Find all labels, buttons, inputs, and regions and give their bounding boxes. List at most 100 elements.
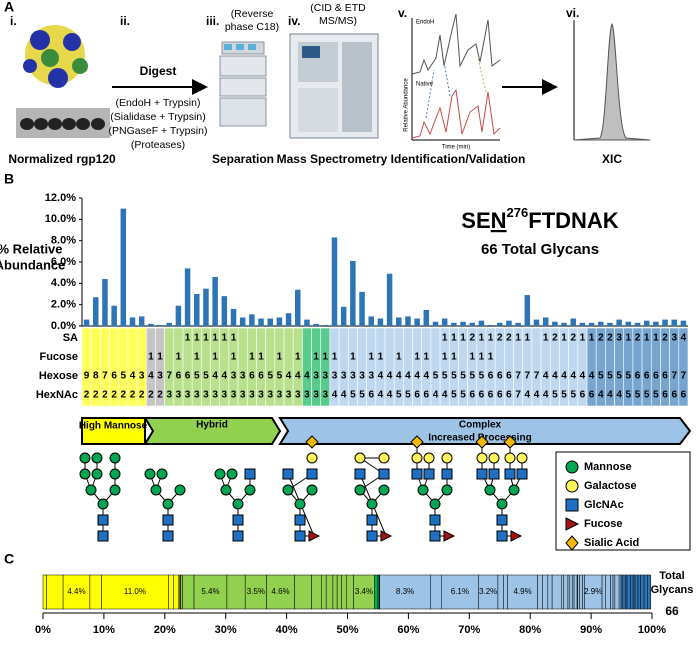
composition-value: 1: [157, 352, 163, 363]
legend-icon: [565, 460, 579, 474]
bar: [478, 320, 485, 326]
composition-value: 6: [580, 390, 586, 401]
segment: [547, 574, 553, 610]
bar: [267, 318, 273, 326]
composition-value: 6: [662, 371, 668, 382]
panel-label: A: [4, 0, 14, 15]
composition-value: 3: [249, 390, 255, 401]
class-label: Complex: [459, 420, 502, 431]
segment: [168, 574, 174, 610]
bar: [405, 316, 411, 326]
composition-value: 7: [671, 371, 677, 382]
xic-image: [573, 20, 651, 141]
bar: [653, 321, 659, 326]
composition-value: 4: [570, 371, 576, 382]
chromatogram-label: EndoH: [416, 20, 434, 26]
mannose-icon: [162, 498, 174, 510]
composition-value: 6: [653, 371, 659, 382]
composition-value: 4: [607, 390, 613, 401]
bar: [340, 306, 347, 326]
step-caption: Mass Spectrometry: [277, 152, 388, 166]
composition-value: 5: [469, 371, 475, 382]
bar: [598, 321, 604, 326]
panel-label: C: [4, 551, 14, 567]
composition-value: 3: [185, 390, 191, 401]
y-tick-label: 4.0%: [51, 277, 76, 289]
composition-value: 5: [626, 371, 632, 382]
glcnac-icon: [354, 468, 366, 480]
composition-value: 4: [616, 390, 622, 401]
class-label: High Mannose: [79, 421, 148, 432]
segment-label: 3.5%: [247, 587, 265, 596]
composition-value: 1: [442, 333, 448, 344]
composition-value: 6: [497, 390, 503, 401]
composition-value: 1: [323, 352, 329, 363]
class-arrow: [278, 417, 692, 445]
composition-value: 6: [258, 371, 264, 382]
composition-value: 6: [185, 371, 191, 382]
segment: [634, 574, 639, 610]
composition-value: 3: [166, 390, 172, 401]
composition-value: 1: [479, 333, 485, 344]
composition-value: 2: [469, 333, 475, 344]
composition-value: 4: [332, 390, 338, 401]
bar: [515, 322, 521, 326]
glcnac-icon: [488, 468, 500, 480]
composition-value: 2: [84, 390, 90, 401]
composition-value: 4: [387, 371, 393, 382]
mannose-icon: [109, 484, 121, 496]
composition-value: 5: [121, 371, 127, 382]
galactose-icon: [354, 452, 366, 464]
step-note: (Reverse: [231, 8, 274, 20]
composition-value: 2: [662, 333, 668, 344]
segment: [563, 574, 569, 610]
composition-value: 1: [580, 333, 586, 344]
row-label: Hexose: [39, 370, 78, 382]
glcnac-icon: [366, 530, 378, 542]
step-note: phase C18): [225, 21, 279, 33]
segment: [571, 574, 575, 610]
step-caption: Separation: [212, 152, 274, 166]
segment: [626, 574, 631, 610]
segment: [542, 574, 549, 610]
composition-value: 4: [387, 390, 393, 401]
composition-value: 4: [378, 390, 384, 401]
bar: [588, 322, 595, 326]
x-tick-label: 20%: [154, 624, 176, 636]
sialic-icon: [475, 435, 489, 449]
galactose-icon: [411, 452, 423, 464]
composition-value: 7: [534, 371, 540, 382]
bar: [221, 296, 228, 326]
segment: [62, 574, 91, 610]
composition-value: 1: [414, 352, 420, 363]
composition-value: 5: [451, 371, 457, 382]
total-label: Total: [659, 570, 684, 582]
mannose-icon: [150, 484, 162, 496]
segment: [637, 574, 641, 610]
chromatogram-axis-label: Relative Abundance: [404, 78, 410, 132]
y-tick-label: 8.0%: [51, 235, 76, 247]
composition-value: 3: [212, 390, 218, 401]
glcnac-icon: [294, 514, 306, 526]
bar: [111, 305, 117, 326]
step-note: MS/MS): [319, 15, 357, 27]
composition-value: 4: [442, 390, 448, 401]
bar: [212, 276, 218, 326]
x-tick-label: 90%: [580, 624, 602, 636]
composition-value: 1: [258, 352, 264, 363]
composition-value: 4: [552, 371, 558, 382]
composition-value: 6: [424, 390, 430, 401]
composition-value: 3: [222, 390, 228, 401]
y-axis-label: % Relative: [0, 241, 63, 256]
step-numeral: ii.: [120, 14, 130, 28]
step-caption: XIC: [602, 152, 622, 166]
composition-value: 5: [359, 390, 365, 401]
composition-value: 5: [626, 390, 632, 401]
segment: [567, 574, 571, 610]
composition-value: 4: [286, 371, 292, 382]
mannose-icon: [109, 468, 121, 480]
bar: [441, 318, 448, 326]
glcnac-icon: [476, 468, 488, 480]
step-caption: Normalized rgp120: [8, 152, 116, 166]
